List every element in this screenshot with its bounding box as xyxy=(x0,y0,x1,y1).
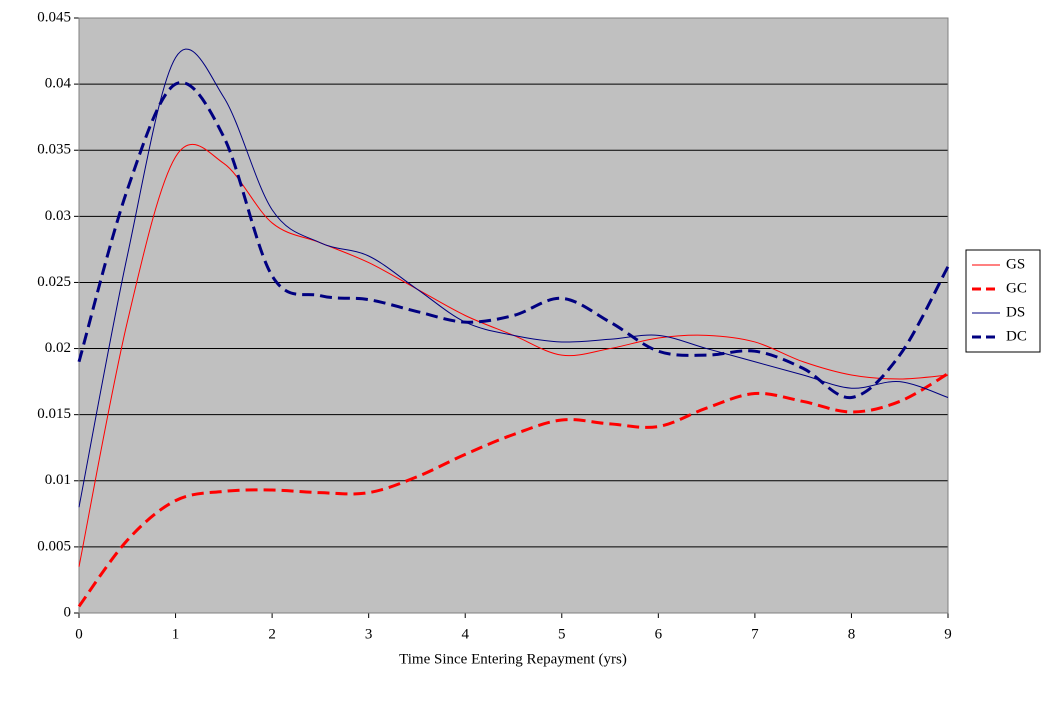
plot-area xyxy=(79,18,948,613)
legend-box xyxy=(965,249,1041,353)
y-tick-label: 0.01 xyxy=(45,472,71,488)
x-tick-label: 7 xyxy=(751,626,759,642)
series-line xyxy=(77,81,950,399)
x-tick-label: 9 xyxy=(944,626,952,642)
x-tick-label: 1 xyxy=(172,626,180,642)
x-tick-label: 2 xyxy=(268,626,276,642)
x-tick-label: 3 xyxy=(365,626,373,642)
y-tick-label: 0 xyxy=(64,604,72,620)
y-tick-label: 0.045 xyxy=(37,9,71,25)
x-tick-label: 4 xyxy=(461,626,469,642)
y-tick-label: 0.035 xyxy=(37,142,71,158)
y-tick-label: 0.025 xyxy=(37,274,71,290)
y-tick-label: 0.03 xyxy=(45,208,71,224)
y-tick-label: 0.015 xyxy=(37,406,71,422)
y-tick-label: 0.04 xyxy=(45,76,72,92)
x-tick-label: 0 xyxy=(75,626,83,642)
legend-label: GS xyxy=(1006,256,1025,272)
x-tick-label: 6 xyxy=(655,626,663,642)
legend-label: DS xyxy=(1006,304,1025,320)
y-tick-label: 0.02 xyxy=(45,340,71,356)
x-tick-label: 5 xyxy=(558,626,566,642)
legend-label: GC xyxy=(1006,280,1027,296)
plot-border xyxy=(78,17,949,614)
y-tick-label: 0.005 xyxy=(37,538,71,554)
legend-label: DC xyxy=(1006,328,1027,344)
x-tick-label: 8 xyxy=(848,626,856,642)
x-axis-label: Time Since Entering Repayment (yrs) xyxy=(399,651,627,667)
series-line xyxy=(78,143,949,567)
series-line xyxy=(77,372,949,608)
